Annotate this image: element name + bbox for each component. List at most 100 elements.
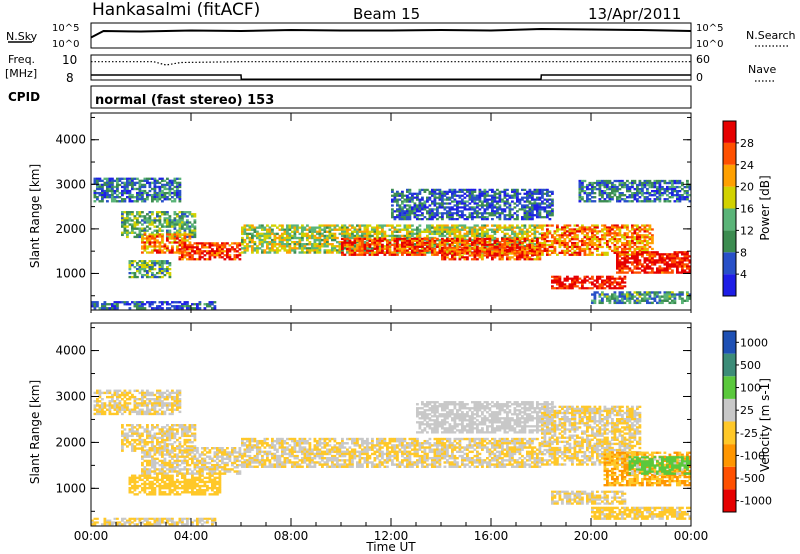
heatmap-cell — [348, 228, 352, 231]
heatmap-cell — [131, 183, 134, 187]
heatmap-cell — [588, 198, 592, 201]
heatmap-cell — [636, 187, 639, 191]
heatmap-cell — [423, 241, 427, 245]
heatmap-cell — [173, 235, 177, 239]
heatmap-cell — [683, 196, 687, 199]
heatmap-cell — [518, 239, 522, 243]
heatmap-cell — [611, 185, 614, 189]
heatmap-cell — [163, 217, 167, 220]
heatmap-cell — [643, 238, 647, 241]
heatmap-cell — [528, 194, 532, 197]
heatmap-cell — [573, 243, 577, 247]
heatmap-cell — [158, 215, 162, 218]
heatmap-cell — [528, 243, 532, 247]
heatmap-cell — [311, 234, 314, 238]
heatmap-cell — [573, 234, 577, 237]
heatmap-cell — [653, 261, 657, 264]
heatmap-cell — [416, 241, 419, 245]
heatmap-cell — [288, 251, 292, 254]
heatmap-cell — [173, 307, 177, 310]
heatmap-cell — [371, 247, 374, 250]
heatmap-cell — [643, 179, 647, 183]
heatmap-cell — [131, 179, 134, 183]
heatmap-cell — [471, 206, 474, 209]
heatmap-cell — [156, 211, 159, 214]
heatmap-cell — [541, 243, 544, 247]
heatmap-cell — [653, 183, 657, 187]
heatmap-cell — [178, 177, 182, 180]
heatmap-cell — [131, 227, 134, 230]
heatmap-cell — [268, 230, 272, 233]
heatmap-cell — [631, 185, 634, 189]
heatmap-cell — [601, 281, 604, 284]
heatmap-cell — [136, 211, 139, 214]
heatmap-cell — [401, 245, 404, 248]
heatmap-cell — [366, 245, 369, 248]
heatmap-cell — [371, 228, 374, 231]
heatmap-cell — [201, 244, 204, 247]
heatmap-cell — [553, 277, 557, 280]
heatmap-cell — [408, 192, 412, 195]
heatmap-cell — [481, 243, 484, 247]
heatmap-cell — [323, 243, 327, 246]
heatmap-cell — [611, 232, 614, 235]
heatmap-cell — [613, 247, 617, 251]
heatmap-cell — [176, 223, 179, 226]
heatmap-cell — [401, 190, 404, 193]
heatmap-cell — [173, 241, 177, 244]
heatmap-cell — [646, 224, 649, 227]
heatmap-cell — [526, 256, 529, 259]
heatmap-cell — [593, 226, 597, 229]
heatmap-cell — [146, 271, 149, 275]
heatmap-cell — [183, 256, 187, 259]
heatmap-cell — [486, 243, 489, 247]
heatmap-cell — [453, 208, 457, 211]
heatmap-cell — [611, 226, 614, 229]
heatmap-cell — [623, 247, 627, 251]
heatmap-cell — [143, 237, 147, 240]
heatmap-cell — [203, 244, 207, 247]
heatmap-cell — [406, 198, 409, 201]
heatmap-cell — [161, 262, 164, 265]
heatmap-cell — [441, 241, 444, 245]
heatmap-cell — [621, 285, 624, 288]
heatmap-cell — [623, 263, 627, 266]
heatmap-cell — [458, 190, 462, 193]
heatmap-cell — [513, 234, 517, 238]
heatmap-cell — [391, 198, 394, 201]
heatmap-cell — [531, 198, 534, 201]
heatmap-cell — [458, 214, 462, 217]
heatmap-cell — [338, 249, 342, 252]
heatmap-cell — [198, 254, 202, 257]
heatmap-cell — [118, 183, 122, 187]
heatmap-cell — [648, 265, 652, 268]
heatmap-cell — [156, 245, 159, 248]
heatmap-cell — [506, 248, 509, 251]
heatmap-cell — [546, 192, 549, 195]
heatmap-cell — [603, 251, 607, 254]
heatmap-cell — [138, 264, 142, 267]
heatmap-cell — [401, 206, 404, 209]
heatmap-cell — [536, 216, 539, 219]
heatmap-cell — [396, 243, 399, 247]
heatmap-cell — [188, 211, 192, 214]
heatmap-cell — [583, 185, 587, 189]
heatmap-cell — [303, 228, 307, 231]
heatmap-cell — [211, 252, 214, 255]
heatmap-cell — [343, 230, 347, 233]
heatmap-cell — [531, 196, 534, 199]
heatmap-cell — [578, 196, 582, 199]
heatmap-cell — [443, 245, 447, 248]
heatmap-cell — [363, 226, 367, 229]
heatmap-cell — [626, 247, 629, 251]
heatmap-cell — [511, 250, 514, 253]
heatmap-cell — [343, 243, 347, 247]
heatmap-cell — [443, 243, 447, 247]
heatmap-cell — [511, 190, 514, 193]
heatmap-cell — [636, 247, 639, 251]
heatmap-cell — [406, 196, 409, 199]
heatmap-cell — [178, 307, 182, 310]
heatmap-cell — [173, 231, 177, 234]
heatmap-cell — [118, 177, 122, 180]
heatmap-cell — [656, 269, 659, 272]
